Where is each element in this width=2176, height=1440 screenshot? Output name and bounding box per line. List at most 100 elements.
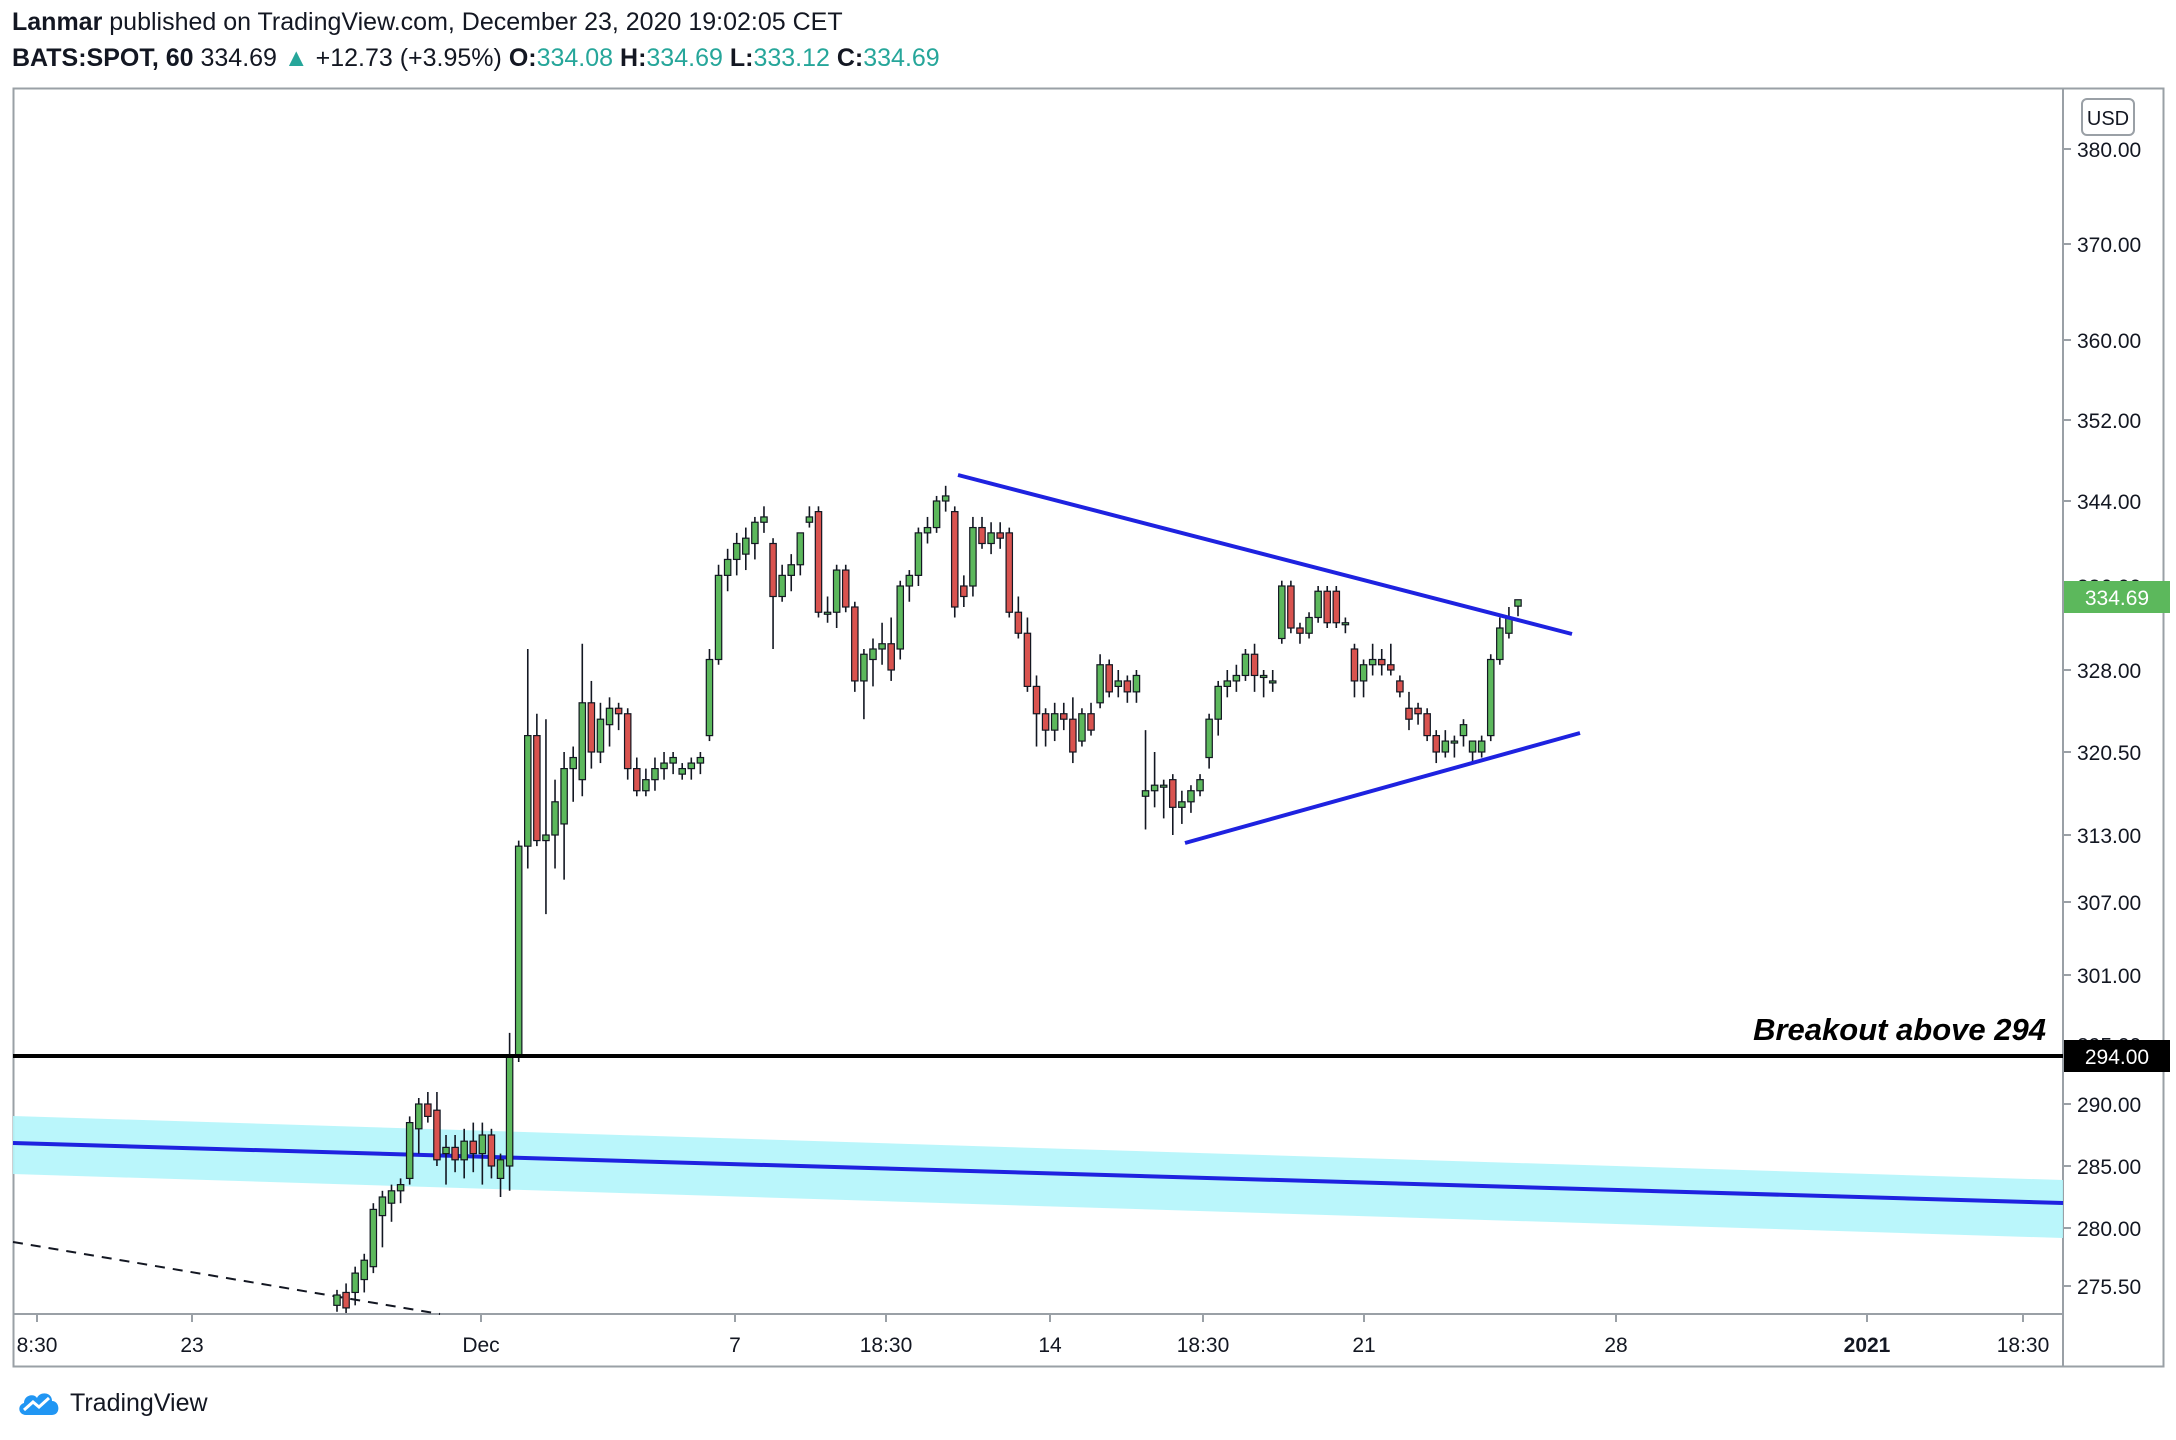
candle: [887, 617, 895, 681]
candle-body: [1078, 713, 1086, 742]
candle: [1414, 702, 1422, 725]
candle: [478, 1122, 487, 1185]
candle-body: [1359, 664, 1368, 682]
candle-body: [832, 569, 841, 613]
candle-body: [587, 702, 596, 753]
candle-body: [642, 779, 650, 792]
candle-body: [1169, 779, 1177, 808]
candle-body: [1405, 707, 1413, 720]
candle-body: [1069, 718, 1077, 753]
candle: [687, 757, 696, 780]
candle-body: [1259, 674, 1268, 679]
candle-body: [950, 511, 959, 608]
candle-body: [414, 1103, 423, 1130]
currency-label: USD: [2087, 108, 2129, 130]
upper-trendline: [957, 473, 1573, 636]
candle: [1377, 649, 1386, 676]
candle-body: [1005, 532, 1014, 613]
candle: [742, 527, 750, 571]
candle: [1405, 691, 1413, 731]
x-tick-label: 2021: [1844, 1334, 1891, 1357]
price-axis[interactable]: 380.00370.00360.00352.00344.00336.00328.…: [2063, 139, 2141, 1299]
candle: [1087, 702, 1095, 736]
candle-body: [1350, 648, 1359, 682]
candle: [387, 1184, 396, 1222]
candle-body: [787, 564, 796, 576]
chart-frame: [12, 87, 2165, 1368]
publish-info: Lanmar published on TradingView.com, Dec…: [12, 8, 843, 37]
x-tick-label: 18:30: [1177, 1334, 1230, 1357]
candle-body: [405, 1121, 414, 1179]
candle-body: [623, 713, 632, 770]
candle-body: [1341, 622, 1350, 626]
candle-body: [1278, 585, 1286, 640]
candle: [1132, 670, 1141, 703]
candle-body: [1496, 627, 1504, 661]
candle: [578, 643, 587, 797]
candle-body: [814, 511, 823, 613]
candle-body: [1059, 713, 1068, 720]
candle-body: [1087, 713, 1095, 731]
currency-badge[interactable]: [2081, 98, 2135, 136]
y-tick-label: 301.00: [2077, 965, 2141, 988]
candle: [1014, 596, 1023, 639]
channel-band: [13, 1116, 2063, 1238]
candle-body: [1050, 713, 1059, 731]
candle-body: [1305, 616, 1313, 634]
candle: [851, 601, 859, 692]
x-tick-label: 8:30: [17, 1334, 58, 1357]
candle-body: [742, 537, 750, 555]
candle: [405, 1116, 414, 1185]
footer-brand: TradingView: [16, 1388, 208, 1418]
candle-body: [1432, 734, 1441, 753]
candle-body: [1232, 674, 1241, 682]
candle: [460, 1128, 468, 1179]
candle: [1023, 617, 1032, 692]
high-label: H:: [620, 44, 647, 72]
candle: [1305, 612, 1313, 639]
candle-body: [1150, 784, 1159, 792]
y-tick-label: 275.50: [2077, 1276, 2141, 1299]
candle: [1314, 586, 1322, 623]
candle: [1459, 719, 1468, 747]
candle: [587, 680, 596, 769]
candle: [760, 506, 768, 533]
candle-body: [451, 1146, 459, 1161]
candle: [1387, 643, 1395, 676]
y-tick-label: 380.00: [2077, 139, 2141, 162]
candle: [1105, 659, 1113, 698]
candle: [1514, 599, 1522, 617]
x-tick-label: 23: [180, 1334, 203, 1357]
time-axis[interactable]: 8:30 23 Dec 7 18:30 14 18:30 21 28 2021 18:30: [17, 1314, 2050, 1357]
candle-body: [569, 756, 577, 770]
candle: [551, 779, 559, 869]
low-label: L:: [729, 44, 754, 72]
low-value: 333.12: [753, 44, 830, 72]
lower-trendline: [1184, 731, 1581, 845]
candle: [451, 1135, 459, 1173]
candle-body: [732, 542, 741, 561]
candle-body: [678, 767, 686, 775]
candle: [1050, 702, 1059, 742]
candle-body: [514, 845, 523, 1057]
x-tick-label: 18:30: [1997, 1334, 2050, 1357]
x-tick-label: 14: [1038, 1334, 1062, 1357]
candle-body: [651, 767, 659, 781]
candle-body: [914, 532, 923, 576]
candle: [669, 752, 677, 775]
candle: [1241, 649, 1250, 681]
candle: [923, 516, 932, 544]
tradingview-cloud-icon: [19, 1393, 59, 1415]
candle: [560, 752, 568, 880]
y-tick-label: 280.00: [2077, 1218, 2141, 1241]
candle-body: [932, 500, 941, 529]
candle-body: [1096, 664, 1104, 704]
candle-body: [369, 1208, 378, 1268]
candle-body: [687, 762, 696, 770]
candle-body: [533, 734, 541, 842]
breakout-annotation: Breakout above 294: [1753, 1012, 2046, 1047]
candle-body: [469, 1140, 478, 1155]
candle-body: [1468, 740, 1477, 753]
candle: [1187, 785, 1195, 813]
